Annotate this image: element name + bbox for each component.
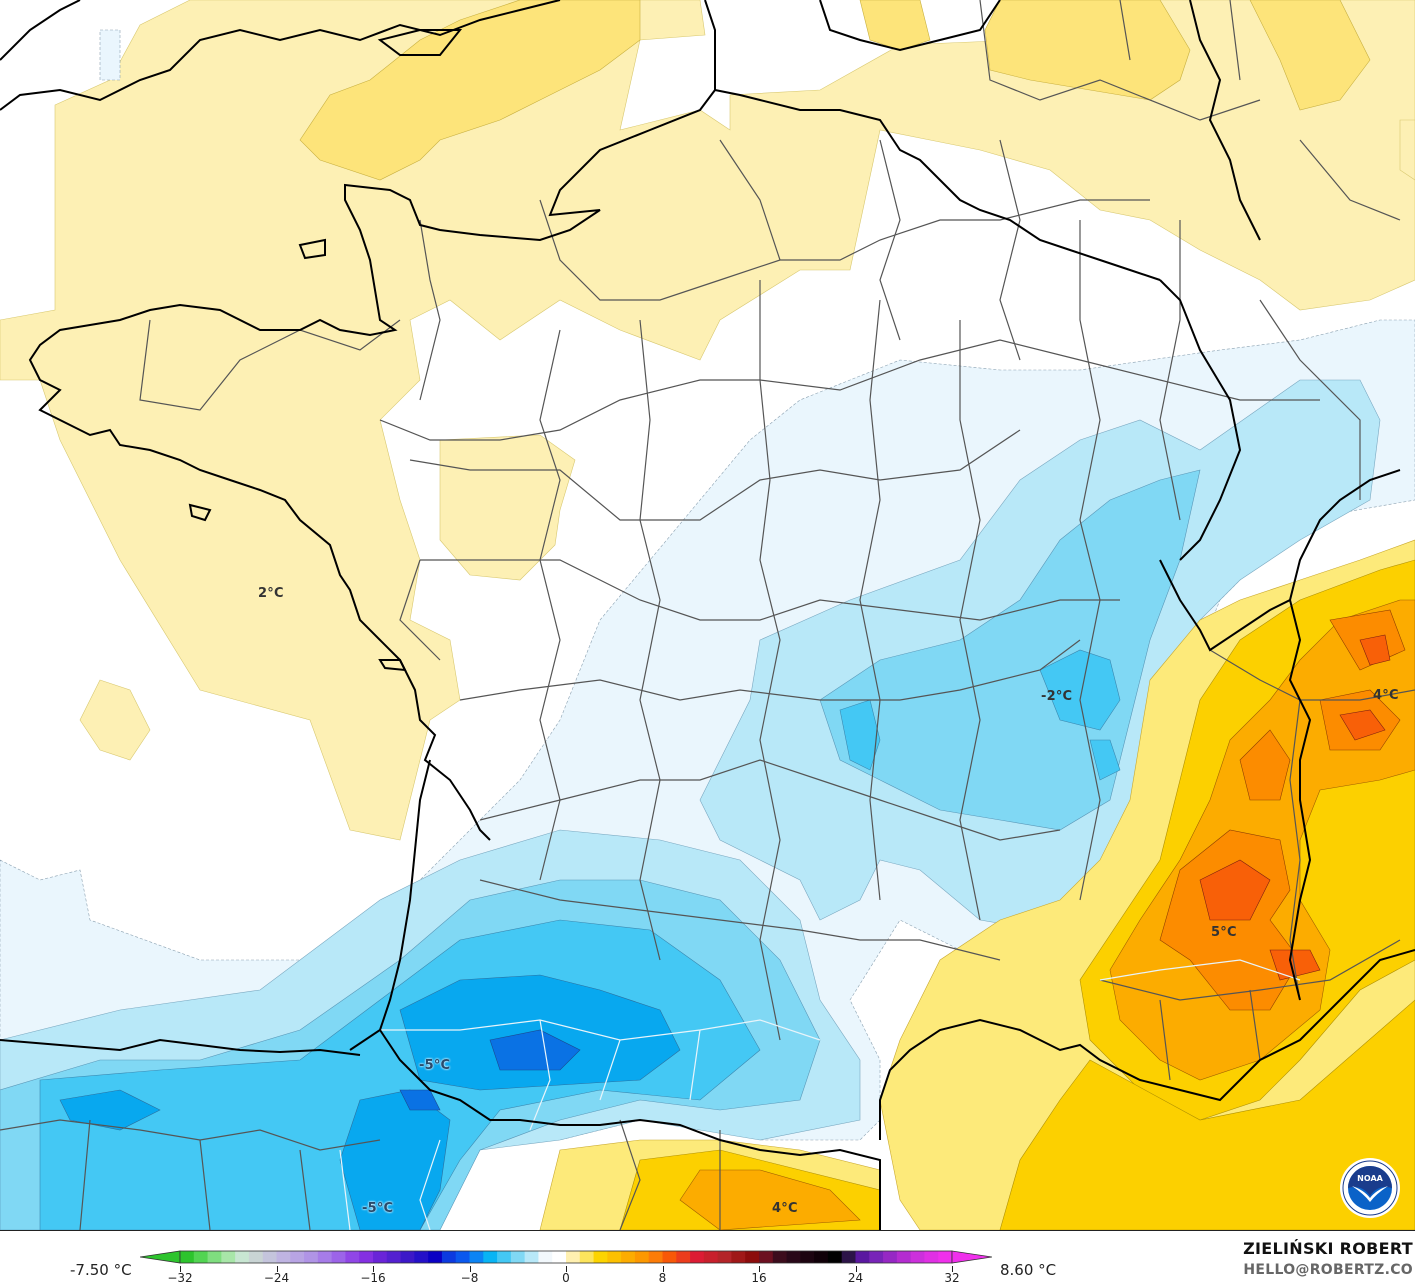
author-credit: ZIELIŃSKI ROBERT: [1243, 1239, 1413, 1258]
colorbar-tick-label: −24: [263, 1271, 290, 1285]
contour-label: 5°C: [1211, 925, 1237, 940]
colorbar-tick: [566, 1266, 567, 1272]
contour-pale-yellow: [0, 0, 1415, 841]
colorbar-tick: [373, 1266, 374, 1272]
colorbar-tick-label: −16: [360, 1271, 386, 1285]
colorbar-tick: [180, 1266, 181, 1272]
colorbar-tick: [952, 1266, 953, 1272]
colorbar: [140, 1250, 992, 1264]
colorbar-tick: [855, 1266, 857, 1272]
colorbar-tick: [469, 1266, 471, 1272]
colorbar-tick: [759, 1266, 760, 1272]
author-email: HELLO@ROBERTZ.CO: [1243, 1262, 1413, 1278]
contour-orange-3: [1199, 634, 1391, 981]
noaa-logo: NOAA: [1340, 1158, 1400, 1218]
colorbar-tick: [276, 1266, 278, 1272]
colorbar-tick-label: 16: [751, 1271, 767, 1285]
colorbar-tick: [662, 1266, 664, 1272]
colorbar-tick-label: −32: [167, 1271, 193, 1285]
colorbar-tick-label: 8: [658, 1271, 667, 1285]
admin-borders: [0, 0, 1415, 1230]
contour-blue-5: [399, 1029, 581, 1111]
contour-label: -5°C: [419, 1058, 451, 1073]
contour-label: 4°C: [772, 1201, 798, 1216]
admin-borders-spain: [339, 959, 1301, 1230]
coastlines: [0, 0, 1415, 1230]
max-value-label: 8.60 °C: [1000, 1261, 1057, 1279]
contour-label: -5°C: [362, 1201, 394, 1216]
min-value-label: -7.50 °C: [70, 1261, 132, 1279]
contour-label: 4°C: [1373, 688, 1399, 703]
contour-blue-4: [59, 974, 681, 1230]
colorbar-tick-label: 0: [562, 1271, 570, 1285]
temperature-map[interactable]: NOAA 2°C -2°C 4°C 5°C -5°C -5°C 4°C: [0, 0, 1415, 1230]
colorbar-tick-label: −8: [460, 1271, 479, 1285]
contour-label: 2°C: [258, 586, 284, 601]
colorbar-tick-label: 24: [847, 1271, 864, 1285]
svg-text:NOAA: NOAA: [1357, 1174, 1383, 1183]
contour-yellow-north: [299, 0, 1371, 181]
colorbar-tick-label: 32: [944, 1271, 960, 1285]
contour-label: -2°C: [1041, 689, 1073, 704]
map-canvas: NOAA: [0, 0, 1415, 1230]
